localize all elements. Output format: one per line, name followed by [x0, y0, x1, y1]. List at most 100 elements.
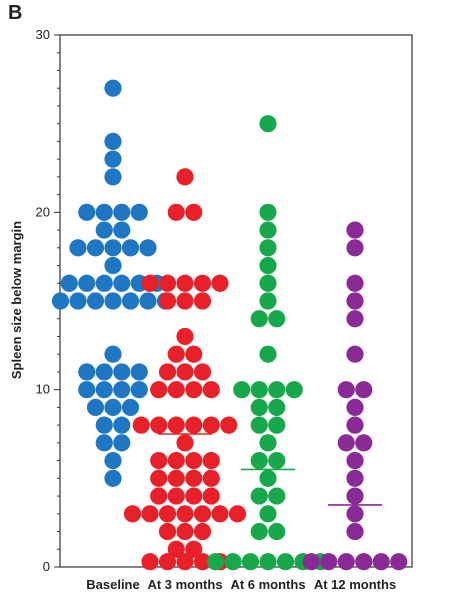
- x-axis-categories: Baseline At 3 months At 6 months At 12 mont…: [86, 577, 396, 592]
- data-point: [176, 522, 194, 541]
- data-point: [158, 522, 177, 541]
- data-point: [337, 553, 355, 571]
- data-point: [250, 398, 268, 416]
- data-point: [121, 398, 140, 416]
- data-point: [104, 168, 122, 186]
- data-point: [259, 553, 277, 571]
- data-point: [250, 381, 268, 399]
- data-point: [193, 505, 212, 523]
- y-axis-title: Spleen size below margin: [9, 221, 24, 379]
- data-point: [346, 416, 364, 434]
- data-point: [259, 505, 277, 523]
- mean-lines: [158, 433, 382, 506]
- data-point: [250, 416, 268, 434]
- data-point: [285, 381, 303, 399]
- data-point: [86, 398, 105, 416]
- data-point: [259, 434, 277, 452]
- data-point: [150, 381, 168, 399]
- data-point: [233, 381, 251, 399]
- data-point: [259, 292, 277, 310]
- data-point: [224, 553, 242, 571]
- data-point: [250, 487, 268, 505]
- data-point: [113, 221, 131, 239]
- data-point: [95, 274, 113, 292]
- data-point: [193, 363, 212, 381]
- data-point: [113, 416, 131, 434]
- data-point: [355, 434, 373, 452]
- data-point: [141, 553, 159, 571]
- data-point: [104, 132, 122, 150]
- data-point: [241, 553, 260, 571]
- data-point: [250, 310, 268, 328]
- data-point: [176, 505, 194, 523]
- data-point: [113, 363, 131, 381]
- data-point: [51, 292, 70, 310]
- data-point: [259, 203, 277, 221]
- data-point: [259, 239, 277, 257]
- y-tick-label: 20: [36, 204, 50, 219]
- data-point: [150, 416, 168, 434]
- data-point: [113, 381, 131, 399]
- data-point: [202, 416, 220, 434]
- data-point: [276, 553, 295, 571]
- data-point: [139, 239, 157, 257]
- data-point: [167, 345, 185, 363]
- data-point: [346, 310, 364, 328]
- data-point: [95, 203, 113, 221]
- data-point: [250, 522, 268, 541]
- data-point: [141, 274, 159, 292]
- data-point: [185, 345, 203, 363]
- data-point: [86, 239, 105, 257]
- data-point: [132, 416, 150, 434]
- data-point: [228, 505, 247, 523]
- data-point: [346, 487, 364, 505]
- data-point: [104, 256, 122, 275]
- data-point: [158, 274, 177, 292]
- data-point: [259, 221, 277, 239]
- y-tick-label: 0: [43, 559, 50, 574]
- data-point: [104, 150, 122, 168]
- data-point: [86, 292, 105, 310]
- data-point: [206, 553, 225, 571]
- data-point: [113, 434, 131, 452]
- data-point: [121, 292, 140, 310]
- data-point: [346, 345, 364, 363]
- data-point: [202, 469, 220, 487]
- x-category-label: At 3 months: [147, 577, 222, 592]
- data-point: [302, 553, 320, 571]
- data-point: [104, 239, 122, 257]
- data-point: [193, 274, 212, 292]
- data-point: [104, 398, 122, 416]
- data-point: [176, 363, 194, 381]
- data-point: [158, 292, 177, 310]
- data-point: [346, 221, 364, 239]
- data-point: [211, 274, 229, 292]
- y-tick-label: 30: [36, 27, 50, 42]
- data-point: [167, 540, 185, 558]
- data-point: [167, 416, 185, 434]
- data-point: [202, 487, 220, 505]
- data-point: [121, 239, 140, 257]
- data-point: [259, 345, 277, 363]
- data-point: [259, 274, 277, 292]
- data-point: [193, 553, 212, 571]
- data-point: [95, 363, 113, 381]
- data-points: [51, 79, 408, 571]
- data-point: [346, 505, 364, 523]
- data-point: [167, 469, 185, 487]
- data-point: [104, 469, 122, 487]
- data-point: [158, 505, 177, 523]
- data-point: [95, 221, 113, 239]
- data-point: [167, 381, 185, 399]
- data-point: [176, 292, 194, 310]
- data-point: [250, 452, 268, 470]
- data-point: [104, 79, 122, 97]
- data-point: [202, 381, 220, 399]
- x-category-label: At 6 months: [230, 577, 305, 592]
- data-point: [220, 416, 238, 434]
- data-point: [69, 239, 87, 257]
- data-point: [346, 292, 364, 310]
- data-point: [130, 203, 148, 221]
- x-category-label: At 12 months: [314, 577, 396, 592]
- data-point: [259, 256, 277, 275]
